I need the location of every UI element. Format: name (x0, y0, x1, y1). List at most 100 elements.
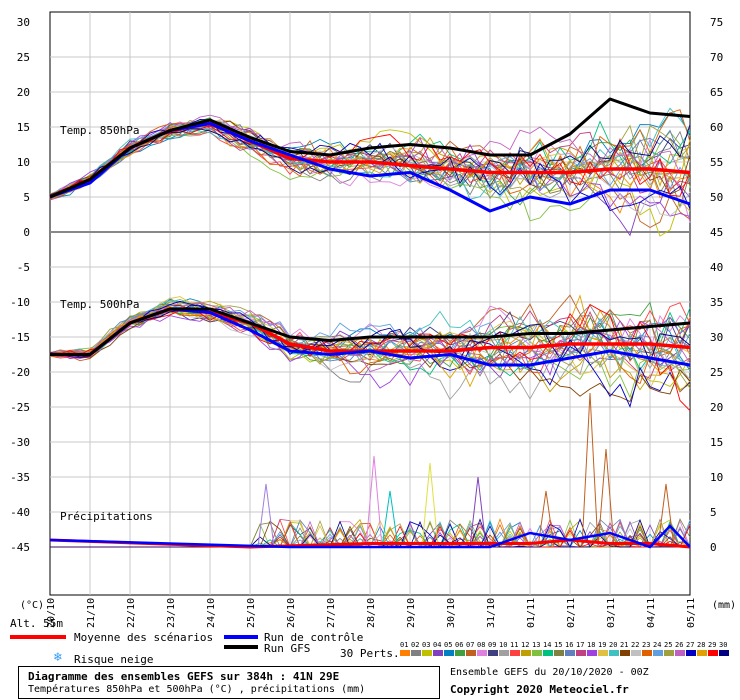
left-tick-label: -10 (10, 296, 30, 309)
pert-swatch (697, 650, 707, 656)
pert-number: 16 (565, 641, 573, 649)
pert-number: 30 (719, 641, 727, 649)
pert-number: 11 (510, 641, 518, 649)
x-tick-label: 24/10 (206, 598, 217, 628)
pert-number: 22 (631, 641, 639, 649)
left-tick-label: -35 (10, 471, 30, 484)
series-line-850 (49, 97, 691, 199)
pert-swatch (532, 650, 542, 656)
x-tick-label: 05/11 (686, 598, 697, 628)
pert-number: 10 (499, 641, 507, 649)
precip-spike (537, 490, 555, 548)
pert-swatch (565, 650, 575, 656)
pert-swatch (455, 650, 465, 656)
pert-swatch (708, 650, 718, 656)
x-tick-label: 03/11 (606, 598, 617, 628)
pert-swatch (543, 650, 553, 656)
right-tick-label: 45 (710, 226, 723, 239)
x-tick-label: 26/10 (286, 598, 297, 628)
pert-number: 08 (477, 641, 485, 649)
pert-swatch (466, 650, 476, 656)
pert-swatch (422, 650, 432, 656)
pert-line-850-29 (49, 125, 691, 199)
left-tick-label: -20 (10, 366, 30, 379)
x-tick-label: 20/10 (46, 598, 57, 628)
pert-number: 29 (708, 641, 716, 649)
pert-number: 07 (466, 641, 474, 649)
right-tick-label: 50 (710, 191, 723, 204)
x-tick-label: 01/11 (526, 598, 537, 628)
precip-spike (421, 462, 439, 548)
pert-number: 24 (653, 641, 661, 649)
precip-spike (381, 490, 399, 548)
right-tick-label: 65 (710, 86, 723, 99)
pert-swatch (609, 650, 619, 656)
pert-line-500-29 (49, 303, 691, 412)
right-tick-label: 70 (710, 51, 723, 64)
right-tick-label: 60 (710, 121, 723, 134)
pert-swatch (521, 650, 531, 656)
pert-number: 17 (576, 641, 584, 649)
pert-number: 28 (697, 641, 705, 649)
precip-control-line (49, 524, 691, 549)
x-tick-label: 21/10 (86, 598, 97, 628)
pert-number: 06 (455, 641, 463, 649)
pert-swatch (488, 650, 498, 656)
x-axis: 20/10 21/10 22/10 23/10 24/10 25/10 26/10 27/10… (46, 598, 697, 628)
x-tick-label: 25/10 (246, 598, 257, 628)
precip-spike (469, 476, 487, 548)
left-axis: 30 25 20 15 10 5 0 -5 -10 -15 -20 -25 -30 -35 -40 -45 (10, 16, 30, 554)
pert-swatch (598, 650, 608, 656)
pert-swatch (631, 650, 641, 656)
pert-number: 04 (433, 641, 441, 649)
x-tick-label: 02/11 (566, 598, 577, 628)
left-tick-label: 25 (17, 51, 30, 64)
legend (10, 635, 258, 649)
pert-line-500-19 (49, 296, 691, 390)
pert-swatch (642, 650, 652, 656)
main-series (49, 97, 691, 549)
left-tick-label: 20 (17, 86, 30, 99)
x-tick-label: 29/10 (406, 598, 417, 628)
left-tick-label: -40 (10, 506, 30, 519)
pert-swatch (554, 650, 564, 656)
pert-number: 09 (488, 641, 496, 649)
pert-number: 20 (609, 641, 617, 649)
pert-swatch (510, 650, 520, 656)
x-tick-label: 30/10 (446, 598, 457, 628)
x-tick-label: 27/10 (326, 598, 337, 628)
right-tick-label: 40 (710, 261, 723, 274)
pert-swatch (433, 650, 443, 656)
left-tick-label: 30 (17, 16, 30, 29)
pert-swatch (653, 650, 663, 656)
left-tick-label: 10 (17, 156, 30, 169)
x-tick-label: 31/10 (486, 598, 497, 628)
pert-number: 12 (521, 641, 529, 649)
pert-line-500-21 (49, 305, 691, 403)
pert-number: 18 (587, 641, 595, 649)
right-tick-label: 15 (710, 436, 723, 449)
pert-swatch (686, 650, 696, 656)
pert-swatch (719, 650, 729, 656)
left-tick-label: 0 (23, 226, 30, 239)
left-tick-label: -25 (10, 401, 30, 414)
x-tick-label: 04/11 (646, 598, 657, 628)
pert-number: 19 (598, 641, 606, 649)
right-tick-label: 0 (710, 541, 717, 554)
x-tick-label: 28/10 (366, 598, 377, 628)
x-tick-label: 22/10 (126, 598, 137, 628)
right-tick-label: 5 (710, 506, 717, 519)
pert-swatch (499, 650, 509, 656)
pert-number: 13 (532, 641, 540, 649)
pert-swatch (444, 650, 454, 656)
precipitation-series (257, 392, 675, 548)
pert-number: 25 (664, 641, 672, 649)
left-tick-label: -45 (10, 541, 30, 554)
pert-swatch (587, 650, 597, 656)
pert-swatch (576, 650, 586, 656)
pert-swatch (664, 650, 674, 656)
right-tick-label: 25 (710, 366, 723, 379)
pert-swatch (477, 650, 487, 656)
pert-number: 01 (400, 641, 408, 649)
